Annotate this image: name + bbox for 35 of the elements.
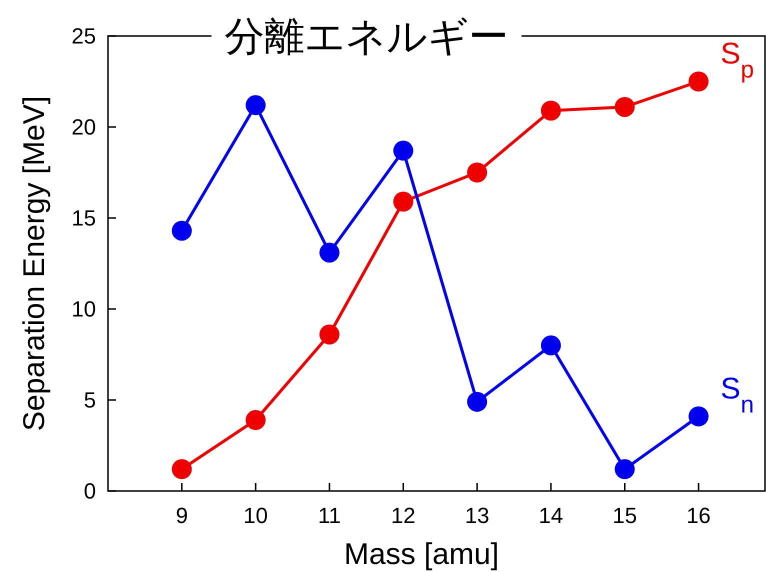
x-tick-label: 14 [538, 503, 564, 528]
x-tick-label: 10 [243, 503, 268, 528]
point [393, 140, 414, 161]
point [319, 324, 340, 344]
y-tick-label: 0 [84, 478, 96, 504]
y-tick-label: 10 [72, 296, 96, 322]
point [393, 192, 414, 212]
point [467, 162, 488, 182]
series-label: S$_{p}$ [720, 38, 754, 83]
x-tick-label: 12 [391, 503, 416, 528]
point [614, 459, 635, 480]
y-tick-label: 25 [72, 24, 96, 49]
x-axis-title: Mass [amu] [344, 538, 500, 571]
point [246, 95, 266, 116]
point [614, 96, 635, 117]
point [688, 72, 709, 92]
point [319, 242, 340, 263]
point [172, 459, 192, 480]
x-tick-label: 11 [318, 503, 341, 528]
x-tick-label: 16 [686, 503, 711, 528]
y-tick-label: 15 [72, 206, 96, 231]
y-axis-title: Separation Energy [MeV] [18, 96, 51, 432]
x-tick-label: 15 [612, 503, 637, 528]
point [540, 100, 561, 121]
series-label: S$_{n}$ [720, 372, 754, 418]
point [246, 410, 266, 430]
y-tick-label: 20 [72, 114, 96, 140]
point [467, 392, 488, 412]
point [172, 220, 192, 241]
x-tick-label: 9 [176, 503, 188, 528]
y-tick-label: 5 [84, 388, 96, 413]
x-tick-label: 13 [464, 503, 490, 528]
point [540, 335, 561, 356]
point [688, 406, 709, 426]
chart-title: 分離エネルギー [224, 15, 508, 59]
